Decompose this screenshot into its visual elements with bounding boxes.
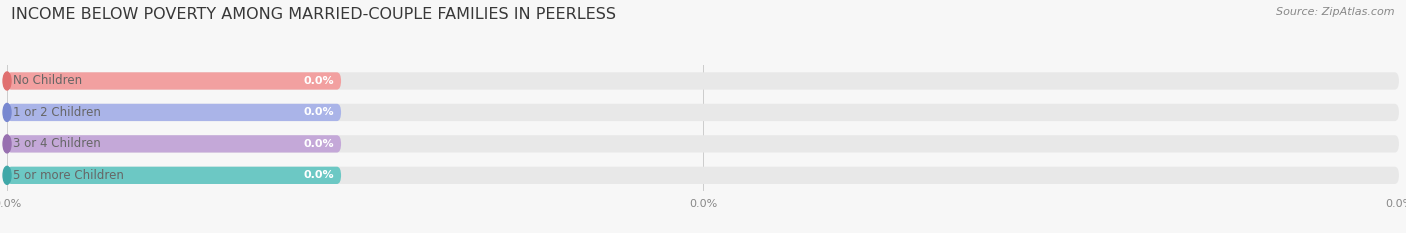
Text: 1 or 2 Children: 1 or 2 Children: [13, 106, 100, 119]
FancyBboxPatch shape: [7, 72, 342, 90]
Text: 0.0%: 0.0%: [304, 170, 335, 180]
Text: No Children: No Children: [13, 75, 82, 87]
Text: 5 or more Children: 5 or more Children: [13, 169, 124, 182]
Circle shape: [3, 135, 11, 153]
FancyBboxPatch shape: [7, 104, 342, 121]
Text: 0.0%: 0.0%: [304, 76, 335, 86]
Text: Source: ZipAtlas.com: Source: ZipAtlas.com: [1277, 7, 1395, 17]
FancyBboxPatch shape: [7, 104, 1399, 121]
FancyBboxPatch shape: [7, 167, 342, 184]
FancyBboxPatch shape: [7, 72, 1399, 90]
FancyBboxPatch shape: [7, 135, 342, 153]
FancyBboxPatch shape: [7, 167, 1399, 184]
Text: INCOME BELOW POVERTY AMONG MARRIED-COUPLE FAMILIES IN PEERLESS: INCOME BELOW POVERTY AMONG MARRIED-COUPL…: [11, 7, 616, 22]
Text: 0.0%: 0.0%: [304, 139, 335, 149]
Text: 0.0%: 0.0%: [304, 107, 335, 117]
Text: 3 or 4 Children: 3 or 4 Children: [13, 137, 100, 150]
Circle shape: [3, 166, 11, 184]
Circle shape: [3, 103, 11, 121]
FancyBboxPatch shape: [7, 135, 1399, 153]
Circle shape: [3, 72, 11, 90]
